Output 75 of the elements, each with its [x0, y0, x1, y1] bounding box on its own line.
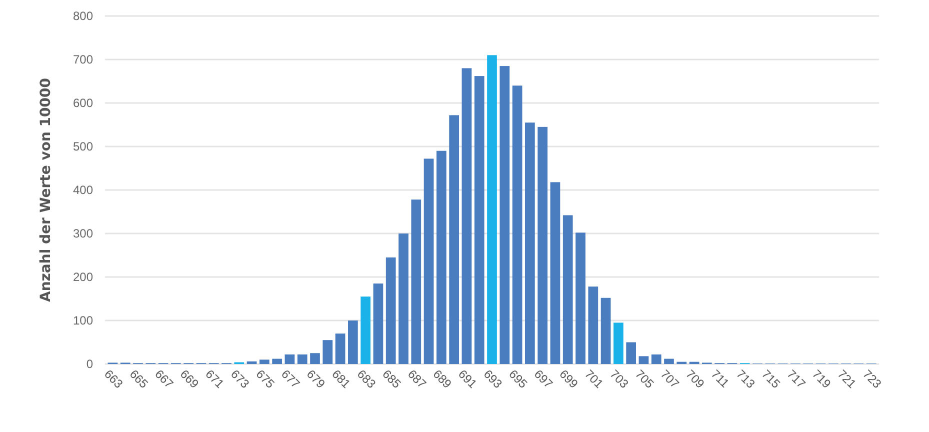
bar — [246, 361, 257, 364]
y-tick-label: 400 — [72, 182, 94, 197]
bar — [550, 182, 560, 364]
x-tick-label: 687 — [404, 366, 430, 392]
x-tick-label: 689 — [430, 366, 455, 392]
x-tick-label: 721 — [834, 366, 860, 392]
x-tick-label: 709 — [683, 366, 708, 392]
bar — [424, 158, 434, 364]
x-tick-label: 693 — [480, 366, 506, 392]
bar — [626, 342, 636, 364]
bar — [538, 126, 548, 364]
x-tick-label: 697 — [531, 366, 556, 392]
x-tick-label: 685 — [380, 366, 404, 392]
bar — [614, 322, 624, 364]
bar — [600, 298, 611, 364]
x-tick-label: 677 — [278, 366, 303, 392]
bar — [651, 354, 662, 364]
y-tick-label: 700 — [72, 52, 94, 66]
x-tick-label: 669 — [177, 366, 202, 392]
x-tick-label: 691 — [456, 366, 480, 392]
bar — [576, 232, 586, 364]
y-tick-label: 100 — [72, 313, 94, 328]
y-tick-label: 800 — [72, 8, 94, 23]
bar — [562, 215, 573, 364]
bar — [588, 286, 598, 364]
bar — [411, 200, 422, 364]
bar — [474, 76, 484, 364]
bar — [462, 68, 472, 364]
bar — [500, 66, 510, 364]
x-tick-label: 673 — [228, 366, 252, 392]
y-tick-label: 200 — [72, 270, 94, 284]
bar — [664, 358, 674, 364]
x-tick-label: 679 — [304, 366, 328, 392]
x-tick-label: 665 — [126, 366, 152, 392]
bar — [373, 284, 384, 364]
bar — [259, 360, 270, 364]
x-tick-label: 701 — [582, 366, 606, 392]
bar — [512, 86, 522, 364]
bar — [449, 115, 459, 364]
x-tick-label: 683 — [354, 366, 379, 392]
x-tick-label: 719 — [810, 366, 834, 392]
bar — [310, 353, 320, 364]
bar — [335, 334, 346, 364]
y-tick-label: 600 — [72, 96, 94, 110]
y-tick-label: 500 — [72, 139, 94, 154]
x-tick-label: 675 — [253, 366, 278, 392]
bar — [284, 354, 295, 364]
bar — [386, 257, 396, 364]
bar — [348, 320, 358, 364]
x-tick-label: 711 — [708, 366, 732, 391]
x-tick-label: 667 — [152, 366, 176, 392]
x-tick-label: 723 — [860, 366, 884, 392]
bar — [525, 122, 535, 364]
y-tick-label: 0 — [86, 356, 94, 371]
bar — [487, 55, 497, 364]
x-tick-label: 663 — [102, 366, 126, 392]
y-tick-label: 300 — [72, 226, 94, 240]
bar — [638, 356, 649, 364]
x-tick-label: 681 — [329, 366, 354, 392]
bar — [297, 354, 308, 364]
x-tick-label: 715 — [758, 366, 784, 392]
bar — [398, 234, 408, 364]
x-tick-label: 705 — [632, 366, 657, 392]
x-tick-label: 695 — [506, 366, 530, 392]
x-tick-label: 707 — [658, 366, 682, 392]
y-axis-title: Anzahl der Werte von 10000 — [38, 78, 54, 302]
bar — [436, 150, 446, 364]
bar — [322, 340, 333, 364]
bar — [272, 358, 282, 364]
x-tick-label: 671 — [202, 366, 227, 392]
x-tick-label: 717 — [784, 366, 809, 392]
bar — [360, 296, 370, 364]
x-tick-label: 703 — [607, 366, 632, 392]
x-tick-label: 713 — [734, 366, 758, 392]
x-tick-label: 699 — [556, 366, 581, 392]
